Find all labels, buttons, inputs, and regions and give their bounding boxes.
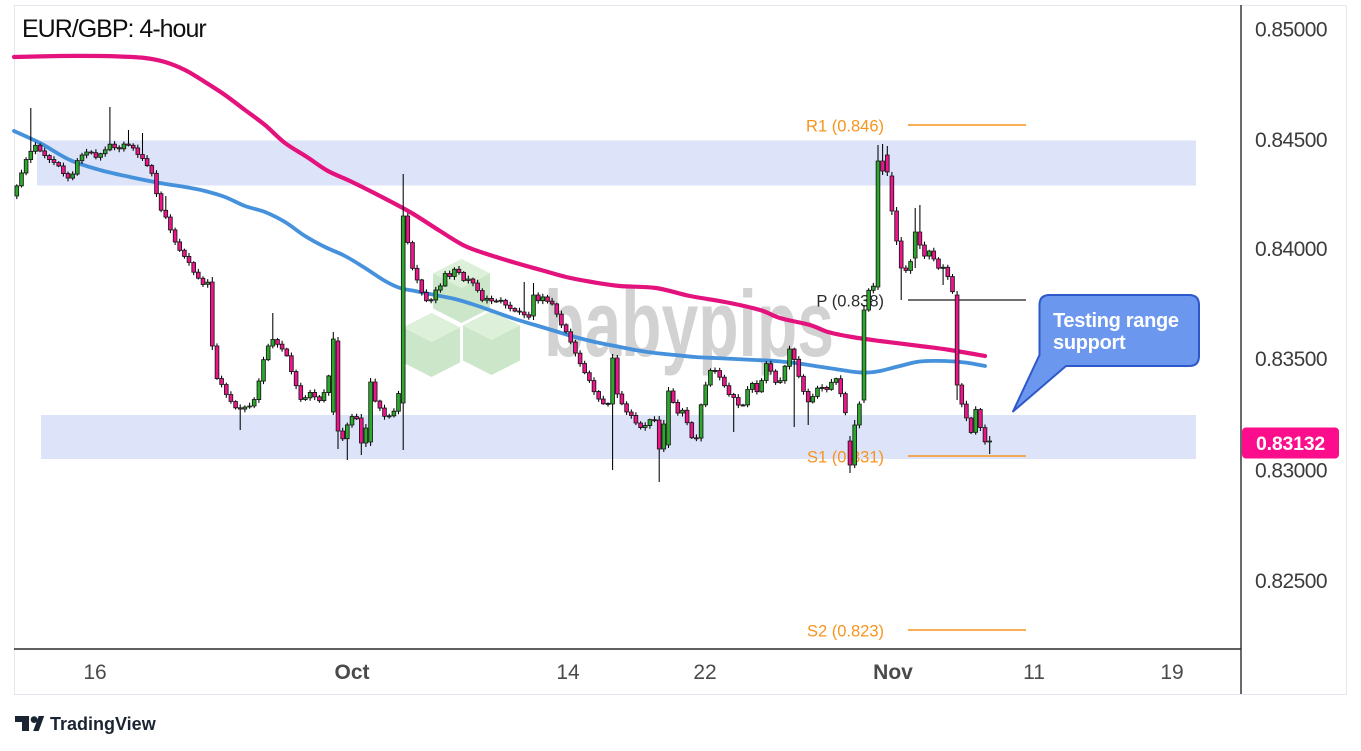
svg-text:0.84500: 0.84500 bbox=[1255, 129, 1327, 152]
svg-text:22: 22 bbox=[693, 661, 716, 684]
svg-text:0.82500: 0.82500 bbox=[1255, 570, 1327, 593]
svg-text:0.84000: 0.84000 bbox=[1255, 238, 1327, 261]
svg-text:19: 19 bbox=[1160, 661, 1183, 684]
svg-text:P (0.838): P (0.838) bbox=[816, 293, 884, 311]
svg-text:0.83500: 0.83500 bbox=[1255, 348, 1327, 371]
svg-text:0.83000: 0.83000 bbox=[1255, 460, 1327, 483]
svg-text:14: 14 bbox=[556, 661, 580, 684]
svg-text:16: 16 bbox=[83, 661, 106, 684]
svg-text:babypips: babypips bbox=[544, 271, 834, 376]
svg-text:support: support bbox=[1053, 332, 1126, 354]
svg-text:Nov: Nov bbox=[873, 661, 913, 684]
svg-text:0.83132: 0.83132 bbox=[1256, 433, 1325, 455]
svg-text:11: 11 bbox=[1023, 661, 1045, 684]
svg-text:S2 (0.823): S2 (0.823) bbox=[807, 623, 884, 641]
svg-text:S1 (0.831): S1 (0.831) bbox=[807, 449, 884, 467]
svg-text:EUR/GBP: 4-hour: EUR/GBP: 4-hour bbox=[22, 15, 206, 43]
svg-text:Oct: Oct bbox=[334, 661, 369, 684]
svg-text:TradingView: TradingView bbox=[50, 714, 157, 734]
svg-text:R1 (0.846): R1 (0.846) bbox=[806, 118, 884, 136]
svg-text:Testing range: Testing range bbox=[1053, 310, 1179, 332]
svg-text:0.85000: 0.85000 bbox=[1255, 19, 1327, 42]
